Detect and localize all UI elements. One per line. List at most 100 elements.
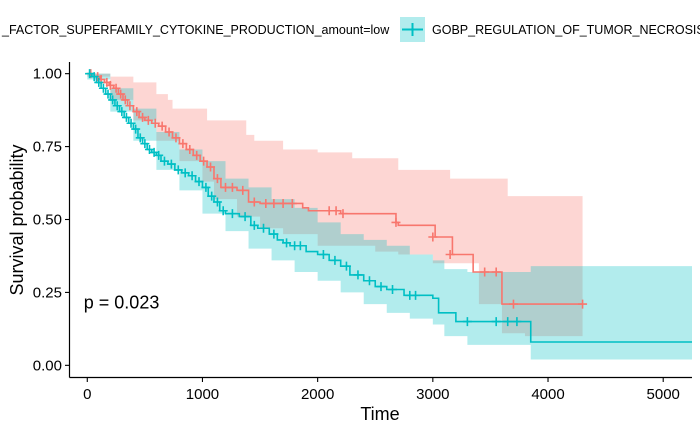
censor-mark-0-36 — [480, 267, 490, 277]
censor-mark-0-12 — [150, 118, 160, 128]
censor-mark-0-5 — [111, 83, 121, 93]
censor-mark-0-38 — [508, 299, 518, 309]
censor-mark-1-37 — [353, 270, 363, 280]
plot-area — [85, 69, 692, 360]
censor-mark-1-27 — [240, 212, 250, 222]
censor-mark-1-23 — [207, 191, 217, 201]
censor-mark-1-25 — [218, 206, 228, 216]
censor-mark-0-20 — [206, 162, 216, 172]
censor-mark-0-4 — [105, 80, 115, 90]
censor-mark-1-15 — [154, 150, 164, 160]
censor-mark-0-9 — [132, 107, 142, 117]
censor-mark-1-5 — [108, 95, 118, 105]
censor-mark-0-23 — [227, 182, 237, 192]
censor-mark-1-16 — [159, 156, 169, 166]
x-axis-ticks: 0 1000 2000 3000 4000 5000 — [83, 377, 680, 403]
legend-key-1 — [400, 17, 425, 42]
censor-mark-1-9 — [126, 118, 136, 128]
x-tick-label-1: 1000 — [186, 386, 219, 403]
censor-mark-1-4 — [103, 89, 113, 99]
censor-mark-0-39 — [578, 299, 588, 309]
p-value-annotation: p = 0.023 — [84, 292, 160, 312]
confidence-band-0 — [87, 73, 583, 337]
censor-mark-0-34 — [428, 232, 438, 242]
censor-mark-1-17 — [166, 159, 176, 169]
censor-mark-1-35 — [330, 255, 340, 265]
censor-mark-1-21 — [194, 177, 204, 187]
x-tick-label-3: 3000 — [416, 386, 449, 403]
censor-mark-1-40 — [388, 285, 398, 294]
x-tick-label-5: 5000 — [647, 386, 680, 403]
censor-mark-0-18 — [192, 150, 202, 160]
censor-mark-1-30 — [269, 229, 279, 239]
censor-mark-0-21 — [212, 174, 222, 184]
censor-mark-1-42 — [411, 290, 421, 300]
censor-mark-0-14 — [164, 127, 174, 137]
censor-mark-0-32 — [338, 209, 348, 219]
censor-mark-0-29 — [287, 198, 297, 208]
censor-mark-1-24 — [212, 197, 222, 207]
censor-mark-0-26 — [261, 198, 271, 208]
censor-mark-1-39 — [376, 282, 386, 292]
censor-mark-0-11 — [143, 115, 153, 125]
censor-mark-0-33 — [391, 217, 401, 227]
censor-mark-0-35 — [445, 250, 455, 259]
y-tick-label-0: 0.00 — [33, 357, 62, 374]
censor-mark-1-28 — [249, 220, 259, 230]
censor-mark-1-26 — [227, 209, 237, 219]
censor-mark-1-43 — [462, 317, 472, 327]
censor-mark-1-0 — [85, 69, 95, 79]
y-axis-title: Survival probability — [7, 144, 27, 295]
censor-mark-0-15 — [171, 133, 181, 143]
y-tick-label-4: 1.00 — [33, 66, 62, 83]
censor-mark-1-20 — [187, 171, 197, 181]
censor-mark-1-8 — [121, 112, 131, 122]
censor-mark-0-8 — [125, 101, 135, 111]
censor-mark-0-37 — [491, 267, 501, 277]
censor-mark-0-31 — [331, 206, 341, 216]
censor-mark-1-31 — [282, 238, 292, 248]
legend-label-1: GOBP_REGULATION_OF_TUMOR_NECROSIS — [432, 23, 700, 37]
censor-mark-1-44 — [491, 317, 501, 327]
censor-mark-1-10 — [131, 124, 141, 134]
censor-mark-1-19 — [180, 168, 190, 178]
censor-mark-1-34 — [318, 250, 328, 259]
censor-mark-0-17 — [185, 145, 195, 154]
censor-mark-1-22 — [201, 182, 211, 192]
censor-mark-1-2 — [94, 77, 104, 87]
censor-mark-0-10 — [138, 112, 148, 122]
y-tick-label-2: 0.50 — [33, 212, 62, 229]
censor-mark-0-19 — [199, 156, 209, 166]
x-tick-label-0: 0 — [83, 386, 91, 403]
censor-mark-1-29 — [259, 223, 269, 233]
censor-mark-1-18 — [173, 165, 183, 175]
censor-mark-0-6 — [116, 89, 126, 99]
censor-mark-1-1 — [89, 72, 99, 82]
censor-mark-0-7 — [120, 95, 130, 105]
confidence-band-1 — [87, 73, 692, 360]
x-axis-title: Time — [360, 404, 399, 424]
censor-mark-1-33 — [295, 241, 305, 251]
censor-mark-1-46 — [512, 317, 522, 327]
censor-mark-0-16 — [178, 139, 188, 149]
legend: _FACTOR_SUPERFAMILY_CYTOKINE_PRODUCTION_… — [1, 17, 700, 42]
censor-mark-0-24 — [238, 185, 248, 195]
censor-mark-0-28 — [278, 198, 288, 208]
censor-mark-1-45 — [503, 317, 513, 327]
censor-mark-1-38 — [364, 276, 374, 286]
censor-mark-0-25 — [249, 197, 259, 207]
censor-mark-1-6 — [112, 101, 122, 111]
censor-mark-1-14 — [149, 147, 159, 157]
censor-mark-1-3 — [98, 83, 108, 93]
censor-mark-1-12 — [140, 139, 150, 149]
censor-mark-0-13 — [157, 121, 167, 131]
x-tick-label-4: 4000 — [531, 386, 564, 403]
censor-mark-1-13 — [144, 145, 154, 154]
x-tick-label-2: 2000 — [301, 386, 334, 403]
censor-mark-1-36 — [341, 261, 351, 271]
censor-mark-0-27 — [269, 198, 279, 208]
y-tick-label-1: 0.25 — [33, 284, 62, 301]
censor-mark-1-11 — [135, 133, 145, 143]
y-axis-ticks: 0.00 0.25 0.50 0.75 1.00 — [33, 66, 70, 374]
